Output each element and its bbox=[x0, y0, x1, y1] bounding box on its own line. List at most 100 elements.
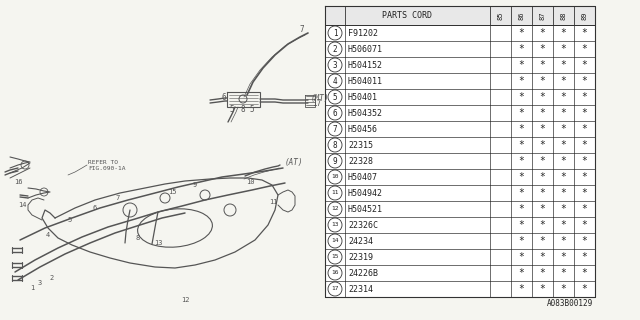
Text: *: * bbox=[561, 268, 566, 278]
Text: 14: 14 bbox=[332, 238, 339, 244]
Text: *: * bbox=[561, 92, 566, 102]
Text: 5: 5 bbox=[230, 105, 234, 114]
Text: *: * bbox=[540, 108, 545, 118]
Text: 89: 89 bbox=[582, 11, 588, 20]
Text: 3: 3 bbox=[38, 280, 42, 286]
Text: *: * bbox=[518, 108, 524, 118]
Text: *: * bbox=[561, 172, 566, 182]
Text: *: * bbox=[518, 44, 524, 54]
Text: 22326C: 22326C bbox=[348, 220, 378, 229]
Text: 6: 6 bbox=[93, 205, 97, 211]
Bar bbox=[325, 6, 595, 297]
Text: 12: 12 bbox=[180, 297, 189, 303]
Text: *: * bbox=[518, 156, 524, 166]
Text: H50407: H50407 bbox=[348, 172, 378, 181]
Text: H50401: H50401 bbox=[348, 92, 378, 101]
Text: *: * bbox=[561, 108, 566, 118]
Text: *: * bbox=[582, 252, 588, 262]
Text: F91202: F91202 bbox=[348, 28, 378, 37]
Text: 22314: 22314 bbox=[348, 284, 373, 293]
Bar bbox=[325, 6, 595, 25]
Text: *: * bbox=[518, 268, 524, 278]
Text: *: * bbox=[561, 28, 566, 38]
Text: 5: 5 bbox=[250, 105, 254, 114]
Text: *: * bbox=[582, 124, 588, 134]
Text: 13: 13 bbox=[332, 222, 339, 228]
Text: *: * bbox=[561, 156, 566, 166]
Text: *: * bbox=[561, 44, 566, 54]
Text: *: * bbox=[540, 284, 545, 294]
Text: H504521: H504521 bbox=[348, 204, 383, 213]
Text: 10: 10 bbox=[332, 174, 339, 180]
Text: 7: 7 bbox=[116, 195, 120, 201]
Text: *: * bbox=[540, 140, 545, 150]
Text: 17: 17 bbox=[312, 99, 321, 108]
Text: 10: 10 bbox=[246, 179, 254, 185]
Text: A083B00129: A083B00129 bbox=[547, 300, 593, 308]
Text: *: * bbox=[582, 92, 588, 102]
Text: 15: 15 bbox=[332, 254, 339, 260]
Text: *: * bbox=[540, 156, 545, 166]
Text: H504152: H504152 bbox=[348, 60, 383, 69]
Text: 13: 13 bbox=[154, 240, 163, 246]
Text: 6: 6 bbox=[221, 92, 227, 101]
Text: *: * bbox=[582, 220, 588, 230]
Text: 88: 88 bbox=[561, 11, 566, 20]
Text: *: * bbox=[518, 220, 524, 230]
Text: *: * bbox=[518, 236, 524, 246]
Text: *: * bbox=[582, 236, 588, 246]
Text: *: * bbox=[582, 76, 588, 86]
Text: 9: 9 bbox=[193, 182, 197, 188]
Text: *: * bbox=[540, 236, 545, 246]
Text: *: * bbox=[582, 140, 588, 150]
Text: 8: 8 bbox=[241, 105, 245, 114]
Text: *: * bbox=[561, 284, 566, 294]
Text: H506071: H506071 bbox=[348, 44, 383, 53]
Text: *: * bbox=[561, 220, 566, 230]
Text: 11: 11 bbox=[332, 190, 339, 196]
Text: *: * bbox=[540, 188, 545, 198]
Text: 87: 87 bbox=[540, 11, 545, 20]
Text: *: * bbox=[540, 124, 545, 134]
Text: 22328: 22328 bbox=[348, 156, 373, 165]
Text: *: * bbox=[540, 44, 545, 54]
Text: H504352: H504352 bbox=[348, 108, 383, 117]
Text: 86: 86 bbox=[518, 11, 525, 20]
Text: *: * bbox=[561, 236, 566, 246]
Text: *: * bbox=[561, 60, 566, 70]
Text: *: * bbox=[540, 92, 545, 102]
Text: 1: 1 bbox=[30, 285, 34, 291]
Text: *: * bbox=[582, 172, 588, 182]
Text: 14: 14 bbox=[18, 202, 26, 208]
Text: REFER TO: REFER TO bbox=[88, 159, 118, 164]
Text: 7: 7 bbox=[333, 124, 337, 133]
Text: 22315: 22315 bbox=[348, 140, 373, 149]
Text: *: * bbox=[582, 268, 588, 278]
Text: 2: 2 bbox=[333, 44, 337, 53]
Text: *: * bbox=[582, 108, 588, 118]
Text: 17: 17 bbox=[332, 286, 339, 292]
Text: *: * bbox=[540, 76, 545, 86]
Text: *: * bbox=[582, 188, 588, 198]
Text: *: * bbox=[518, 124, 524, 134]
Text: *: * bbox=[518, 60, 524, 70]
Text: *: * bbox=[540, 268, 545, 278]
Text: *: * bbox=[518, 172, 524, 182]
Text: 16: 16 bbox=[332, 270, 339, 276]
Text: *: * bbox=[518, 76, 524, 86]
Text: *: * bbox=[540, 220, 545, 230]
Text: *: * bbox=[582, 28, 588, 38]
Text: *: * bbox=[561, 140, 566, 150]
Text: (AT): (AT) bbox=[285, 158, 303, 167]
Text: H504942: H504942 bbox=[348, 188, 383, 197]
Text: *: * bbox=[582, 204, 588, 214]
Text: *: * bbox=[582, 60, 588, 70]
Text: *: * bbox=[561, 76, 566, 86]
Text: *: * bbox=[540, 60, 545, 70]
Text: 7: 7 bbox=[300, 26, 304, 35]
Text: 2: 2 bbox=[50, 275, 54, 281]
Text: FIG.090-1A: FIG.090-1A bbox=[88, 165, 125, 171]
Text: (MT): (MT) bbox=[311, 94, 330, 103]
Text: 22319: 22319 bbox=[348, 252, 373, 261]
Text: *: * bbox=[540, 204, 545, 214]
